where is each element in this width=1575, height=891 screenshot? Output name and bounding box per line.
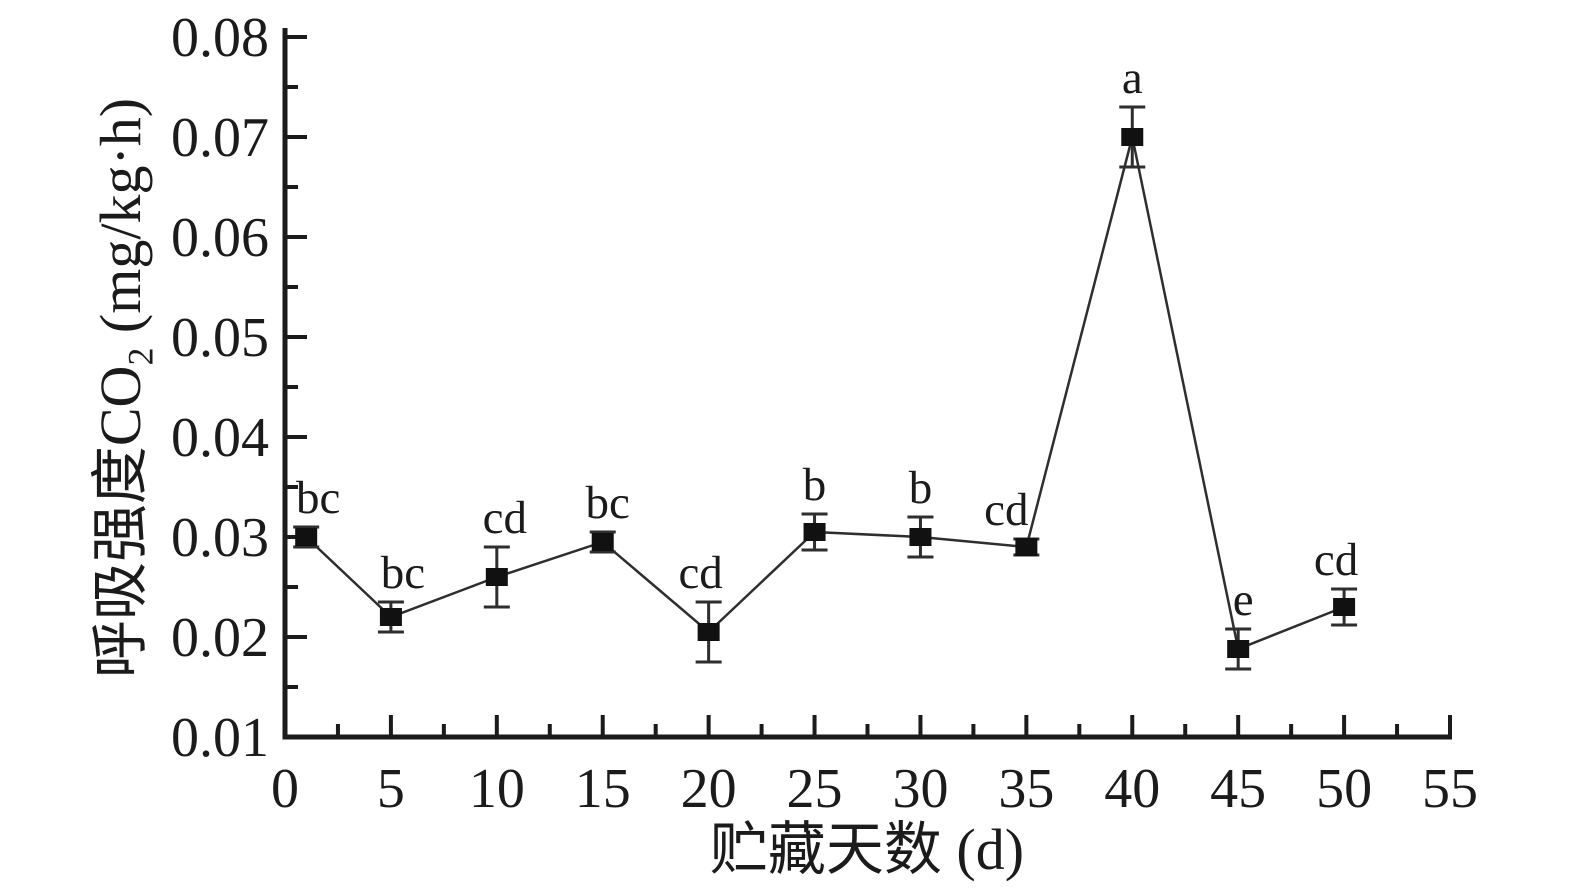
y-axis-title: 呼吸强度CO2 (mg/kg·h) (88, 6, 161, 770)
significance-label: cd (678, 547, 722, 599)
y-tick-label: 0.02 (171, 607, 269, 669)
y-axis-title-suffix: (mg/kg·h) (88, 97, 153, 348)
data-point-marker (1227, 640, 1250, 658)
x-tick-label: 10 (469, 758, 525, 820)
data-point-marker (591, 533, 614, 551)
significance-label: a (1122, 52, 1143, 104)
significance-label: cd (1314, 534, 1358, 586)
data-point-marker (379, 608, 402, 626)
x-tick-label: 55 (1422, 758, 1478, 820)
data-point-marker (295, 528, 318, 546)
significance-label: b (909, 462, 933, 514)
significance-label: cd (483, 492, 527, 544)
x-tick-label: 30 (892, 758, 948, 820)
x-tick-label: 20 (681, 758, 737, 820)
x-tick-label: 0 (271, 758, 299, 820)
significance-label: e (1233, 574, 1254, 626)
x-tick-label: 15 (575, 758, 631, 820)
x-axis-title-text: 贮藏天数 (d) (709, 817, 1025, 882)
x-tick-label: 5 (377, 758, 405, 820)
significance-label: bc (296, 472, 340, 524)
data-point-marker (485, 568, 508, 586)
y-tick-label: 0.07 (171, 107, 269, 169)
x-tick-label: 50 (1316, 758, 1372, 820)
y-tick-label: 0.04 (171, 407, 269, 469)
significance-label: bc (586, 477, 630, 529)
data-point-marker (1121, 128, 1144, 146)
y-tick-label: 0.03 (171, 507, 269, 569)
data-point-marker (697, 623, 720, 641)
data-point-marker (803, 523, 826, 541)
significance-label: b (803, 459, 827, 511)
data-point-marker (1015, 538, 1038, 556)
y-axis-title-prefix: 呼吸强度CO (88, 365, 153, 679)
y-tick-label: 0.01 (171, 707, 269, 769)
y-axis-title-subscript: 2 (120, 347, 161, 366)
data-point-marker (1333, 598, 1356, 616)
x-tick-label: 40 (1104, 758, 1160, 820)
x-tick-label: 35 (998, 758, 1054, 820)
data-point-marker (909, 528, 932, 546)
y-tick-label: 0.08 (171, 7, 269, 69)
x-tick-label: 45 (1210, 758, 1266, 820)
significance-label: cd (984, 484, 1028, 536)
data-line (305, 136, 1345, 651)
x-axis-title: 贮藏天数 (d) (567, 818, 1167, 882)
y-tick-label: 0.06 (171, 207, 269, 269)
x-tick-label: 25 (787, 758, 843, 820)
significance-label: bc (381, 547, 425, 599)
y-tick-label: 0.05 (171, 307, 269, 369)
